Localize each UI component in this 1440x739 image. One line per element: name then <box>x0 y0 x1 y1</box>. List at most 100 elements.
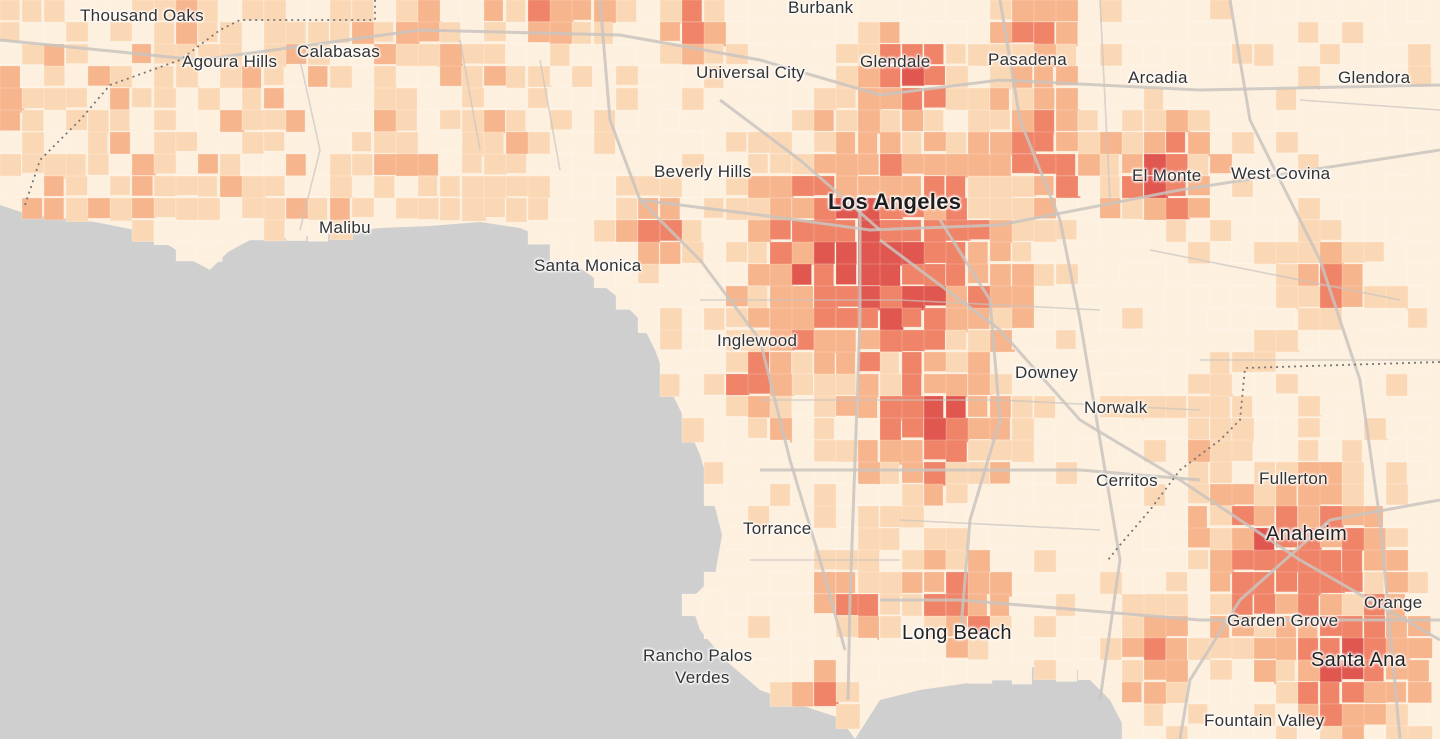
census-tract <box>1187 65 1213 86</box>
census-tract <box>1077 527 1102 553</box>
census-tract <box>1121 659 1144 683</box>
census-tract <box>1077 439 1098 465</box>
census-tract <box>681 87 705 113</box>
census-tract <box>285 153 307 177</box>
census-tract <box>1231 43 1253 65</box>
census-tract <box>1385 527 1411 548</box>
census-tract <box>967 571 990 595</box>
census-tract <box>901 637 925 660</box>
census-tract <box>1077 373 1098 398</box>
census-tract <box>1143 307 1164 331</box>
census-tract <box>1407 197 1430 219</box>
census-tract <box>1297 351 1322 376</box>
census-tract <box>923 571 945 593</box>
census-tract <box>1253 395 1277 418</box>
census-tract <box>1165 395 1187 419</box>
census-tract <box>725 373 750 396</box>
census-tract <box>461 175 487 202</box>
census-tract <box>747 241 768 264</box>
census-tract <box>571 43 592 65</box>
census-tract <box>175 0 198 21</box>
census-tract <box>1077 109 1099 131</box>
census-tract <box>1297 417 1321 438</box>
census-tract <box>945 351 970 373</box>
label-thousand-oaks: Thousand Oaks <box>80 6 204 25</box>
census-tract <box>1297 703 1319 725</box>
census-tract <box>769 461 792 482</box>
census-tract <box>1121 681 1142 703</box>
census-tract <box>1407 505 1431 530</box>
census-tract <box>593 197 616 221</box>
census-tract <box>967 175 993 199</box>
census-tract <box>1055 505 1077 530</box>
census-tract <box>175 87 196 112</box>
census-tract <box>263 219 285 242</box>
census-tract <box>483 109 506 134</box>
label-arcadia: Arcadia <box>1128 68 1188 87</box>
census-tract <box>1341 263 1363 288</box>
census-tract <box>659 307 683 332</box>
census-tract <box>1121 131 1144 158</box>
census-tract <box>1077 483 1099 505</box>
census-tract <box>1033 571 1059 593</box>
census-tract <box>1297 175 1318 197</box>
census-tract <box>791 307 815 332</box>
census-tract <box>703 131 728 154</box>
census-tract <box>549 87 571 110</box>
census-tract <box>725 263 747 285</box>
census-tract <box>571 241 594 265</box>
census-tract <box>593 263 616 289</box>
census-tract <box>857 21 881 45</box>
census-tract <box>989 153 1012 178</box>
census-tract <box>1275 131 1301 154</box>
census-tract <box>1363 131 1388 153</box>
census-tract <box>153 219 179 246</box>
census-tract <box>1231 0 1255 26</box>
census-tract <box>483 0 504 22</box>
census-tract <box>835 395 858 417</box>
census-tract <box>505 153 527 174</box>
census-tract <box>769 263 794 288</box>
census-tract <box>1407 395 1433 418</box>
census-tract <box>1011 0 1036 23</box>
census-tract <box>1385 417 1406 440</box>
census-tract <box>747 549 772 575</box>
census-tract <box>1209 87 1234 112</box>
census-tract <box>87 21 110 42</box>
census-tract <box>1253 21 1278 46</box>
census-tract <box>681 395 706 422</box>
census-tract <box>1165 263 1187 285</box>
census-tract <box>1187 395 1213 418</box>
census-tract <box>615 109 638 132</box>
census-tract <box>0 0 20 21</box>
census-tract <box>1121 417 1143 439</box>
census-tract <box>681 0 703 23</box>
census-tract <box>1165 109 1191 133</box>
census-tract <box>901 615 922 639</box>
census-tract <box>901 285 926 311</box>
census-tract <box>945 549 966 570</box>
census-tract <box>923 439 947 460</box>
census-tract <box>21 21 44 45</box>
census-tract <box>1341 637 1364 659</box>
census-tract <box>1407 21 1428 44</box>
census-tract <box>1341 395 1365 421</box>
census-tract <box>109 197 133 222</box>
census-tract <box>593 219 616 243</box>
census-tract <box>791 549 812 576</box>
census-tract <box>923 549 947 570</box>
label-fountain-valley: Fountain Valley <box>1204 711 1325 730</box>
census-tract <box>395 65 418 87</box>
census-tract <box>175 175 201 196</box>
census-tract <box>263 131 285 152</box>
census-tract <box>1297 285 1322 308</box>
census-tract <box>769 219 792 240</box>
census-tract <box>1297 131 1323 154</box>
census-tract <box>813 21 835 43</box>
census-tract <box>901 0 927 20</box>
census-tract <box>857 0 883 24</box>
census-tract <box>351 153 373 176</box>
census-tract <box>813 505 840 530</box>
freeway <box>0 28 1440 97</box>
